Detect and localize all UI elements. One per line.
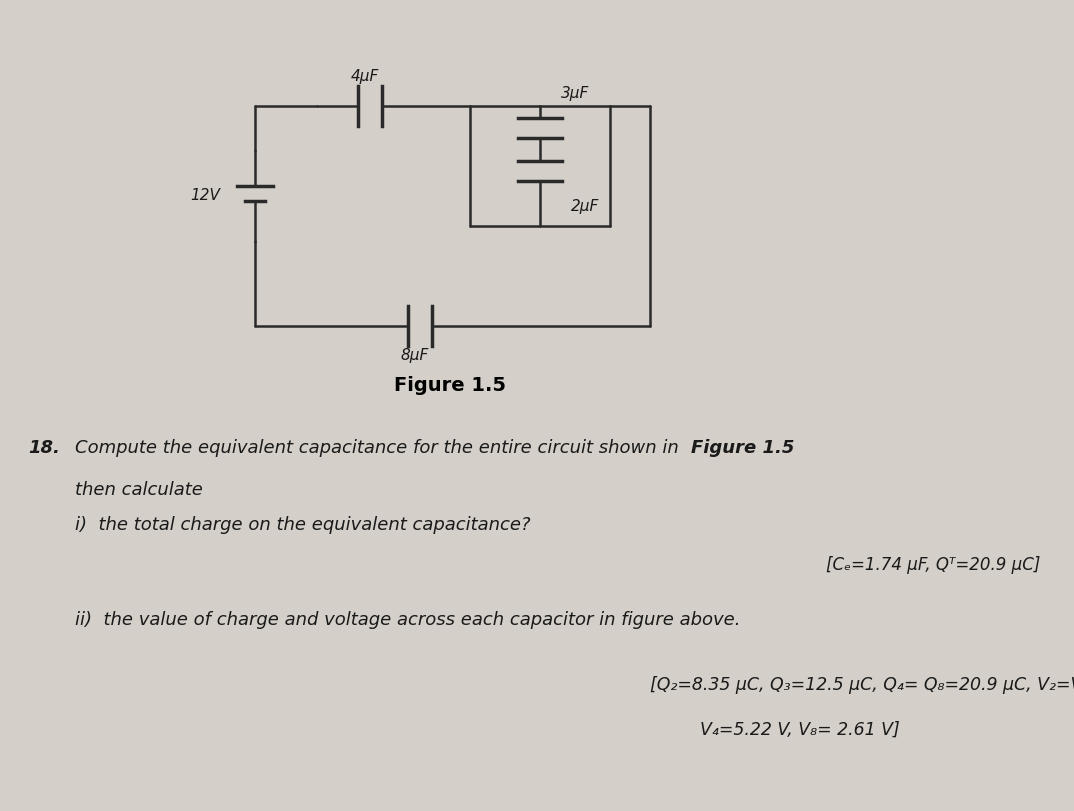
- Text: 3μF: 3μF: [561, 86, 590, 101]
- Text: 8μF: 8μF: [401, 348, 430, 363]
- Text: Figure 1.5: Figure 1.5: [692, 439, 795, 457]
- Text: 12V: 12V: [190, 188, 220, 204]
- Text: 4μF: 4μF: [351, 69, 379, 84]
- Text: 18.: 18.: [28, 439, 60, 457]
- Text: then calculate: then calculate: [75, 481, 203, 499]
- Text: Figure 1.5: Figure 1.5: [394, 376, 506, 395]
- Text: [Q₂=8.35 μC, Q₃=12.5 μC, Q₄= Q₈=20.9 μC, V₂=V₃=4.17 V,: [Q₂=8.35 μC, Q₃=12.5 μC, Q₄= Q₈=20.9 μC,…: [650, 676, 1074, 694]
- Text: 2μF: 2μF: [571, 199, 599, 214]
- Text: [Cₑ=1.74 μF, Qᵀ=20.9 μC]: [Cₑ=1.74 μF, Qᵀ=20.9 μC]: [826, 556, 1040, 574]
- Text: V₄=5.22 V, V₈= 2.61 V]: V₄=5.22 V, V₈= 2.61 V]: [700, 721, 900, 739]
- Text: Compute the equivalent capacitance for the entire circuit shown in: Compute the equivalent capacitance for t…: [75, 439, 684, 457]
- Text: ii)  the value of charge and voltage across each capacitor in figure above.: ii) the value of charge and voltage acro…: [75, 611, 740, 629]
- Text: i)  the total charge on the equivalent capacitance?: i) the total charge on the equivalent ca…: [75, 516, 531, 534]
